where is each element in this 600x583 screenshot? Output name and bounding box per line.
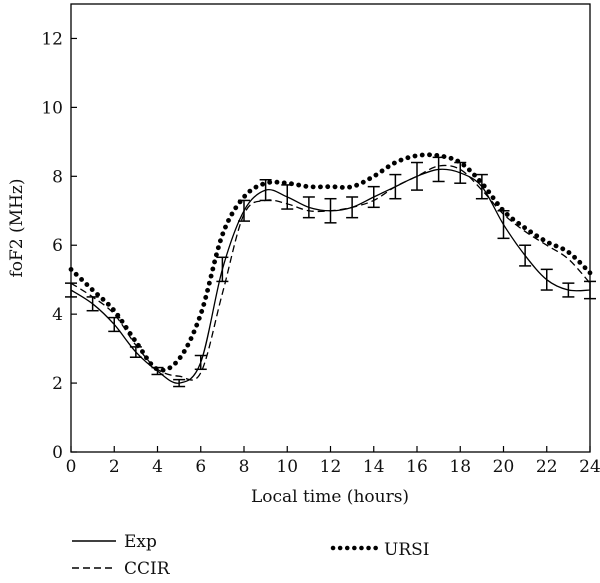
plot-area (65, 152, 596, 388)
x-tick-label: 22 (536, 457, 558, 477)
plot-frame (70, 3, 591, 453)
x-tick-label: 20 (493, 457, 515, 477)
x-axis-label: Local time (hours) (251, 487, 409, 507)
legend-ursi-label: URSI (384, 540, 430, 560)
legend: Exp CCIR URSI (72, 532, 430, 579)
legend-ccir-label: CCIR (124, 559, 171, 579)
x-tick-label: 10 (276, 457, 298, 477)
y-tick-label: 0 (52, 443, 63, 463)
series-line-ursi (68, 152, 593, 373)
y-tick-label: 6 (52, 236, 63, 256)
x-tick-label: 18 (449, 457, 471, 477)
y-tick-label: 12 (41, 29, 63, 49)
y-tick-label: 4 (52, 305, 63, 325)
series-line-ccir (70, 164, 591, 381)
x-tick-label: 16 (406, 457, 428, 477)
y-tick-label: 8 (52, 167, 63, 187)
x-tick-label: 14 (363, 457, 385, 477)
y-axis-label: foF2 (MHz) (7, 179, 27, 278)
y-tick-label: 2 (52, 374, 63, 394)
x-tick-label: 2 (109, 457, 120, 477)
x-tick-label: 0 (66, 457, 77, 477)
x-tick-label: 6 (195, 457, 206, 477)
x-tick-label: 12 (320, 457, 342, 477)
legend-exp-label: Exp (124, 532, 157, 552)
y-tick-label: 10 (41, 98, 63, 118)
x-tick-label: 8 (239, 457, 250, 477)
x-tick-label: 4 (152, 457, 163, 477)
x-tick-label: 24 (579, 457, 600, 477)
